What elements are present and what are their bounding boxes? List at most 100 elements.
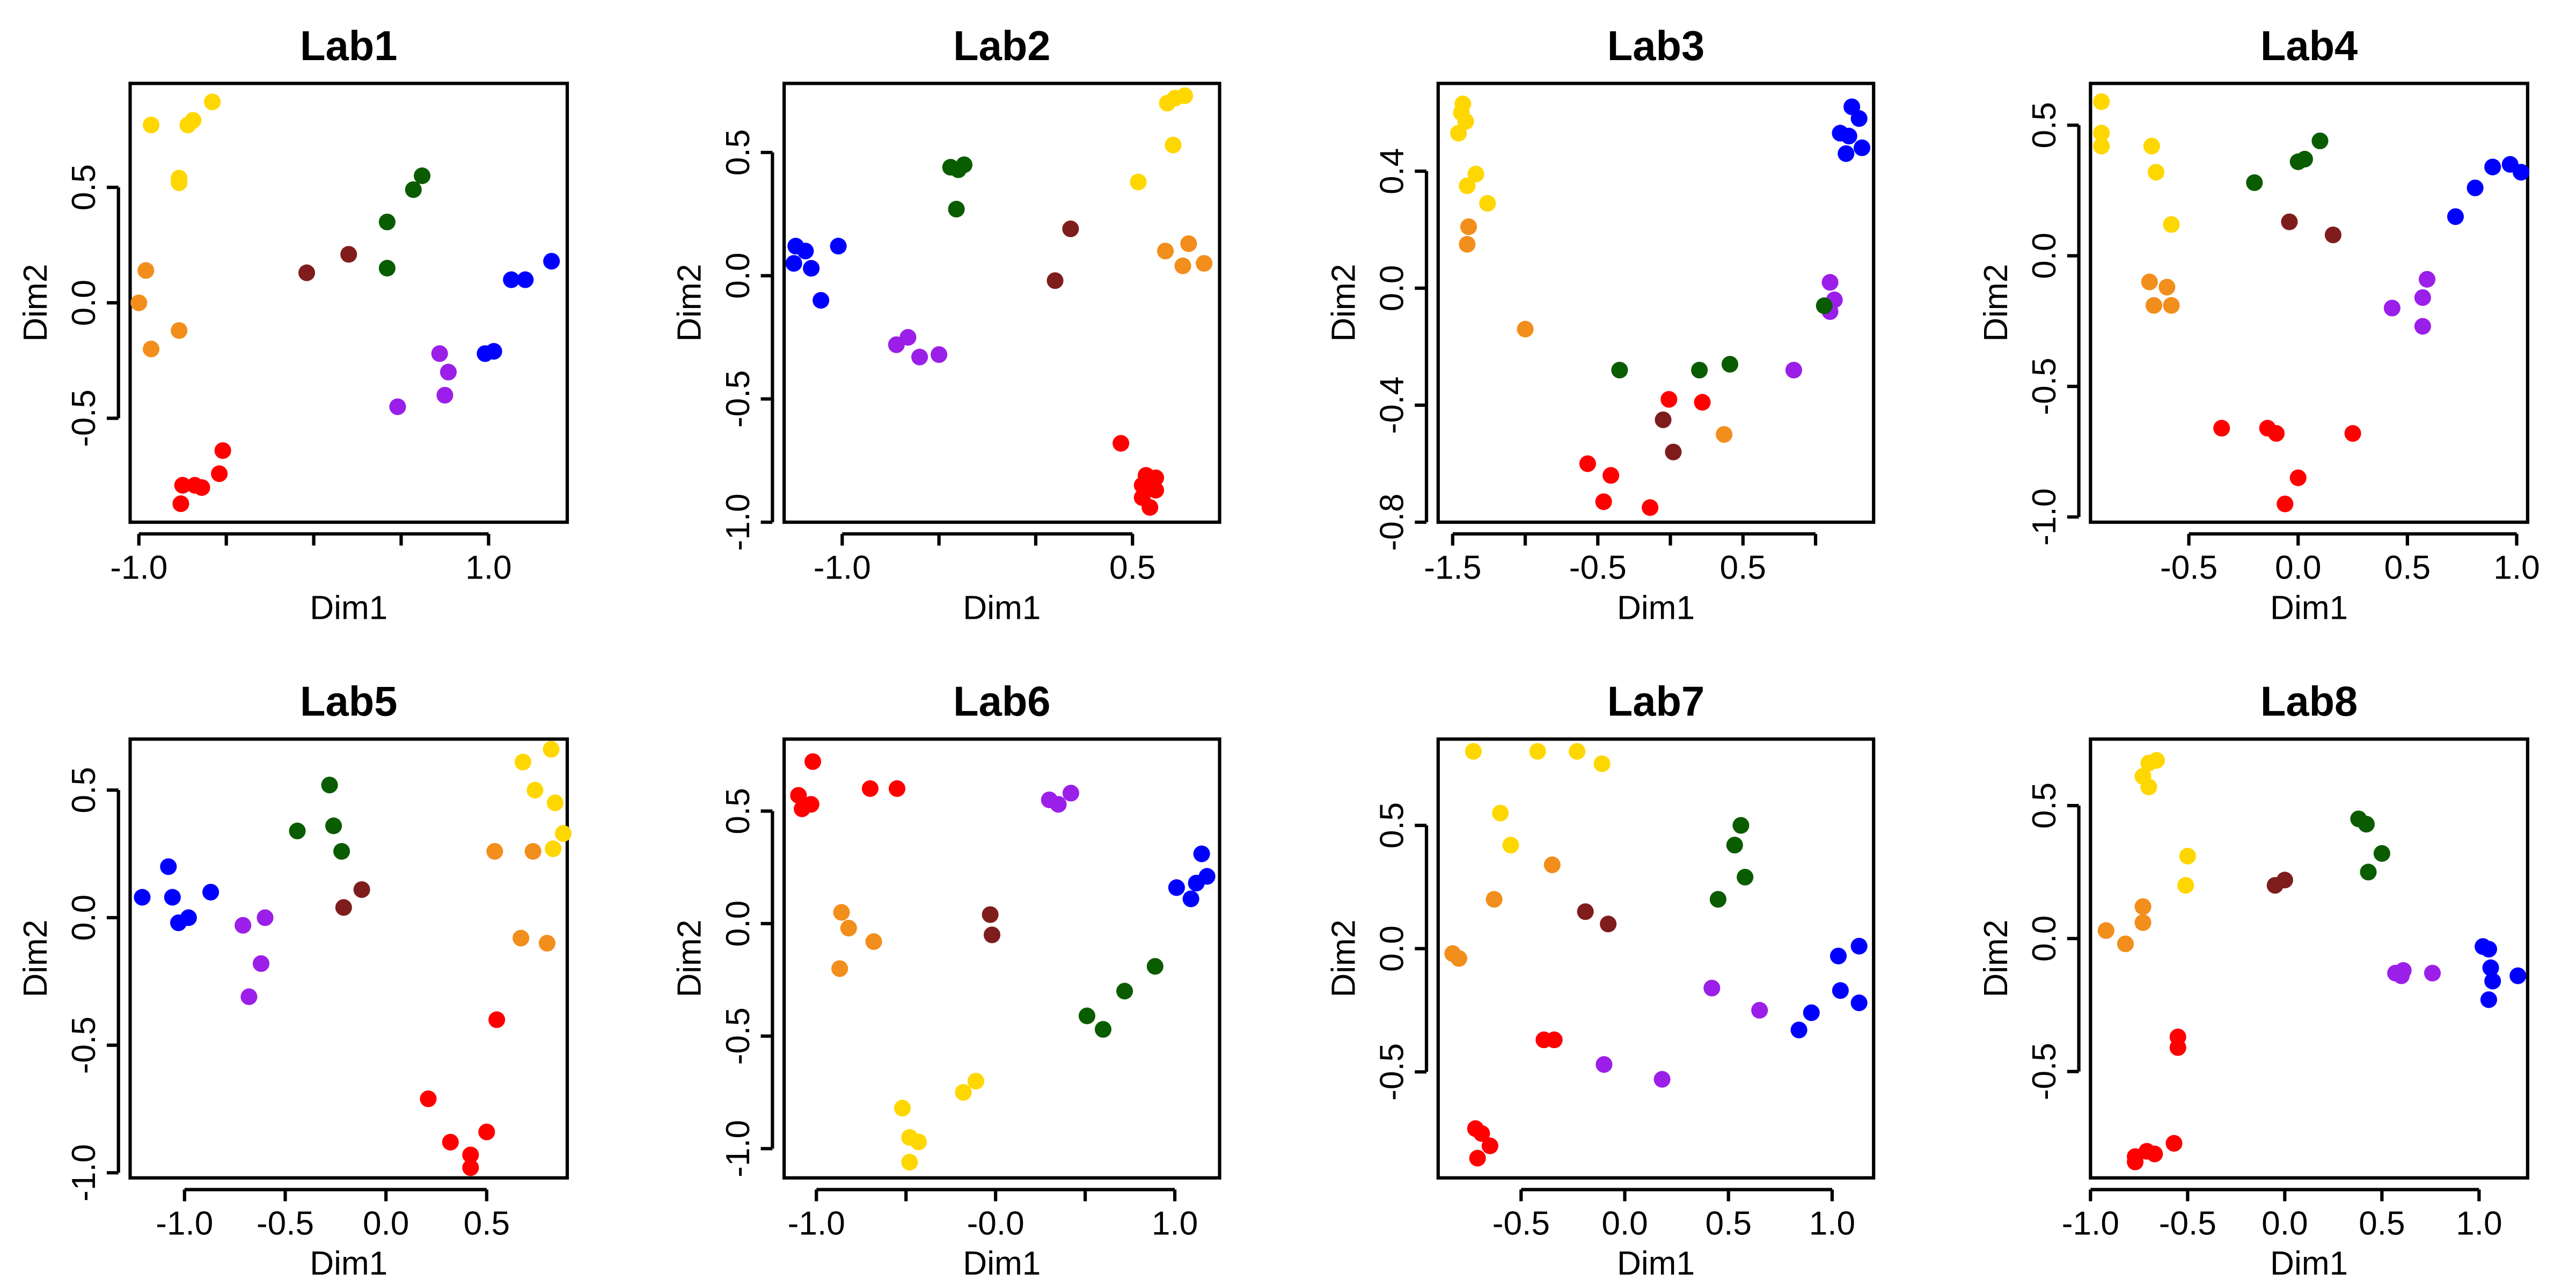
x-tick-label: 0.0 bbox=[363, 1205, 409, 1242]
scatter-point bbox=[174, 477, 191, 494]
scatter-point bbox=[1157, 243, 1174, 260]
scatter-point bbox=[2414, 318, 2431, 335]
scatter-series-6 bbox=[1579, 391, 1711, 516]
scatter-series-6 bbox=[1078, 958, 1163, 1038]
scatter-point bbox=[2213, 420, 2230, 437]
scatter-point bbox=[2143, 137, 2160, 155]
scatter-point bbox=[1130, 173, 1147, 191]
scatter-point bbox=[931, 346, 948, 363]
y-tick-label: 0.0 bbox=[65, 895, 103, 941]
scatter-point bbox=[478, 1123, 495, 1140]
scatter-point bbox=[503, 271, 520, 288]
scatter-point bbox=[813, 292, 830, 309]
scatter-point bbox=[486, 843, 503, 860]
scatter-point bbox=[240, 988, 258, 1005]
scatter-point bbox=[1176, 87, 1194, 104]
scatter-point bbox=[955, 1084, 972, 1101]
x-axis-label: Dim1 bbox=[310, 589, 387, 626]
scatter-point bbox=[1196, 255, 1213, 272]
y-tick-label: -0.5 bbox=[65, 390, 103, 447]
scatter-point bbox=[526, 781, 544, 799]
scatter-point bbox=[543, 253, 560, 270]
scatter-point bbox=[2424, 964, 2441, 982]
scatter-point bbox=[1602, 467, 1620, 484]
scatter-point bbox=[289, 822, 306, 839]
scatter-point bbox=[2145, 297, 2162, 314]
scatter-point bbox=[1116, 983, 1133, 1000]
scatter-point bbox=[414, 167, 431, 185]
scatter-point bbox=[554, 825, 572, 842]
scatter-point bbox=[204, 93, 221, 111]
scatter-point bbox=[803, 260, 820, 277]
scatter-point bbox=[436, 386, 453, 404]
x-tick-label: 0.5 bbox=[2359, 1205, 2405, 1242]
scatter-point bbox=[2148, 752, 2165, 769]
scatter-series-1 bbox=[1465, 743, 1611, 854]
scatter-point bbox=[2093, 93, 2110, 111]
scatter-point bbox=[1803, 1004, 1820, 1021]
scatter-point bbox=[1485, 891, 1503, 908]
scatter-point bbox=[1460, 218, 1477, 236]
scatter-point bbox=[2277, 495, 2294, 513]
scatter-series-5 bbox=[2213, 420, 2361, 513]
scatter-point bbox=[2358, 816, 2375, 833]
x-tick-label: -0.5 bbox=[1569, 550, 1627, 587]
x-axis-label: Dim1 bbox=[1617, 1245, 1695, 1282]
scatter-point bbox=[983, 926, 1001, 943]
x-tick-label: -1.0 bbox=[788, 1205, 845, 1242]
scatter-point bbox=[1737, 868, 1754, 885]
x-tick-label: -0.5 bbox=[2160, 550, 2218, 587]
scatter-series-6 bbox=[486, 843, 556, 952]
scatter-point bbox=[1479, 195, 1496, 212]
chart-title: Lab1 bbox=[300, 23, 397, 69]
chart-panel-4: Lab4 -0.5 0.0 0.5 1.0 Dim1 -1.0 -0.5 0.0 0.5 Dim2 bbox=[1978, 23, 2540, 626]
scatter-point bbox=[1094, 1021, 1112, 1038]
chart-title: Lab7 bbox=[1607, 679, 1704, 725]
x-tick-label: 1.0 bbox=[1152, 1205, 1198, 1242]
scatter-series-7 bbox=[420, 1011, 506, 1176]
chart-title: Lab5 bbox=[300, 679, 397, 725]
y-tick-label: 0.0 bbox=[720, 901, 757, 947]
scatter-series-3 bbox=[172, 442, 231, 513]
scatter-point bbox=[1502, 837, 1519, 854]
plot-frame bbox=[1436, 82, 1876, 524]
y-tick-label: -0.5 bbox=[2026, 357, 2063, 415]
scatter-point bbox=[1147, 469, 1165, 486]
x-tick-label: 1.0 bbox=[2456, 1205, 2502, 1242]
y-tick-label: -1.0 bbox=[65, 1144, 103, 1202]
scatter-series-7 bbox=[1113, 435, 1165, 516]
scatter-point bbox=[1709, 891, 1726, 908]
scatter-point bbox=[1459, 177, 1476, 194]
x-axis-label: Dim1 bbox=[2270, 1245, 2348, 1282]
scatter-point bbox=[143, 116, 160, 134]
plot-frame bbox=[782, 82, 1221, 524]
scatter-series-6 bbox=[2475, 938, 2527, 1008]
y-tick-label: 0.0 bbox=[2026, 232, 2063, 279]
scatter-point bbox=[171, 322, 188, 339]
y-tick-label: 0.5 bbox=[720, 129, 757, 175]
scatter-point bbox=[2281, 213, 2298, 230]
scatter-point bbox=[833, 904, 850, 921]
scatter-series-3 bbox=[2266, 872, 2293, 894]
x-tick-label: -0.5 bbox=[1492, 1205, 1550, 1242]
scatter-point bbox=[2097, 922, 2114, 939]
x-axis-label: Dim1 bbox=[963, 1245, 1041, 1282]
scatter-series-1 bbox=[790, 753, 906, 817]
scatter-series-4 bbox=[1046, 220, 1079, 289]
scatter-point bbox=[2296, 151, 2313, 168]
scatter-point bbox=[1473, 1125, 1490, 1142]
scatter-point bbox=[405, 181, 422, 198]
scatter-series-5 bbox=[1130, 87, 1194, 191]
scatter-point bbox=[840, 919, 857, 936]
x-tick-label: 0.5 bbox=[1720, 550, 1766, 587]
chart-title: Lab6 bbox=[953, 679, 1050, 725]
scatter-point bbox=[431, 345, 448, 362]
scatter-point bbox=[2267, 425, 2285, 442]
y-tick-label: -0.5 bbox=[720, 1007, 757, 1065]
scatter-point bbox=[235, 917, 252, 934]
x-tick-label: -0.5 bbox=[2159, 1205, 2216, 1242]
scatter-point bbox=[1133, 477, 1151, 494]
scatter-point bbox=[514, 753, 531, 771]
x-tick-label: 1.0 bbox=[465, 550, 511, 587]
scatter-point bbox=[1732, 817, 1750, 834]
